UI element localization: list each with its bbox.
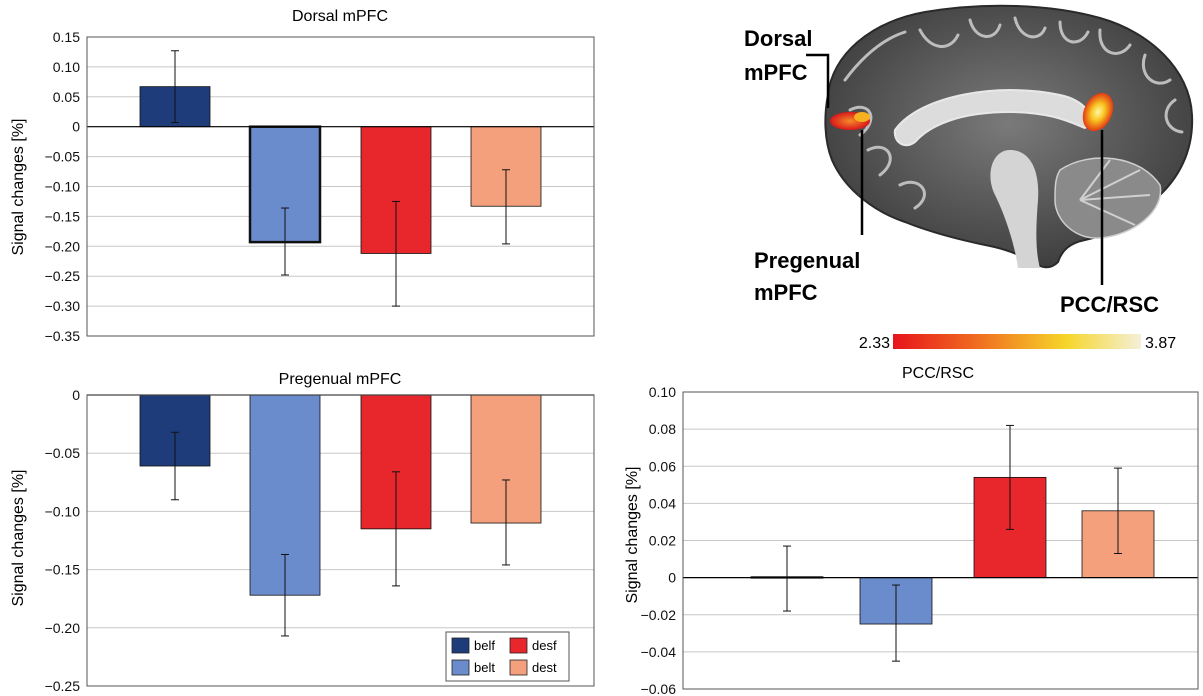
colorbar — [893, 334, 1141, 349]
y-axis-label: Signal changes [%] — [10, 470, 27, 607]
chart-dorsal-mpfc: Dorsal mPFC Signal changes [%] 0.15 0.10 0… — [10, 8, 595, 344]
error-bar-dest — [502, 479, 510, 566]
error-bar-dest — [1114, 467, 1122, 554]
plot-frame — [682, 391, 1199, 690]
y-axis-label: Signal changes [%] — [624, 467, 641, 604]
corpus-callosum — [893, 89, 1091, 147]
legend-label-belt: belt — [474, 660, 495, 675]
legend-label-desf: desf — [532, 638, 557, 653]
error-bar-belt — [281, 207, 289, 276]
error-bar-belf — [171, 50, 179, 124]
y-tick-label: 0.04 — [649, 495, 676, 511]
y-tick-label: 0 — [72, 119, 80, 135]
label-pregenual-line2: mPFC — [754, 280, 818, 305]
cerebellum-folia — [1079, 159, 1151, 226]
legend-label-belf: belf — [474, 638, 495, 653]
legend-swatch-belt — [451, 659, 470, 676]
plot-frame — [86, 36, 595, 337]
error-bar-belt — [892, 584, 900, 662]
y-tick-label: −0.04 — [641, 644, 677, 660]
label-dorsal-line2: mPFC — [744, 60, 808, 85]
y-tick-label: −0.15 — [45, 562, 81, 578]
legend-swatch-belf — [451, 637, 470, 654]
label-dorsal-line1: Dorsal — [744, 26, 812, 51]
y-tick-label: −0.15 — [45, 208, 81, 224]
chart-pregenual-mpfc: Pregenual mPFC Signal changes [%] 0 −0.05… — [10, 371, 595, 694]
error-bar-belf — [171, 431, 179, 501]
y-tick-label: 0.10 — [649, 384, 676, 400]
brain-gyri — [843, 16, 1184, 210]
y-tick-label: −0.10 — [45, 503, 81, 519]
brain-image: Dorsal mPFC Pregenual mPFC PCC/RSC 2.33 … — [744, 4, 1194, 352]
plot-frame — [86, 394, 595, 687]
error-bar-desf — [392, 200, 400, 307]
y-tick-label: 0 — [72, 387, 80, 403]
y-tick-label: −0.05 — [45, 445, 81, 461]
legend-label-dest: dest — [532, 660, 557, 675]
y-tick-label: −0.30 — [45, 298, 81, 314]
colorbar-min-label: 2.33 — [859, 335, 890, 352]
y-tick-label: −0.10 — [45, 179, 81, 195]
y-tick-label: −0.20 — [45, 620, 81, 636]
pointer-dorsal-mpfc — [806, 53, 830, 108]
label-pcc-rsc: PCC/RSC — [1060, 292, 1159, 317]
y-tick-label: −0.25 — [45, 678, 81, 694]
legend-swatch-dest — [509, 659, 528, 676]
activation-pregenual-mpfc — [854, 112, 870, 122]
chart-title: Dorsal mPFC — [292, 8, 388, 25]
error-bar-dest — [502, 169, 510, 245]
error-bar-desf — [392, 471, 400, 587]
error-bar-belt — [281, 553, 289, 637]
y-axis-label: Signal changes [%] — [10, 119, 27, 256]
legend-swatch-desf — [509, 637, 528, 654]
chart-pcc-rsc: PCC/RSC Signal changes [%] 0.10 0.08 0.06 0… — [624, 365, 1199, 696]
legend: belf desf belt dest — [445, 631, 570, 682]
y-tick-label: 0 — [668, 570, 676, 586]
activation-pcc-rsc — [1082, 92, 1114, 132]
y-tick-label: −0.05 — [45, 149, 81, 165]
y-tick-label: −0.02 — [641, 607, 677, 623]
y-tick-label: 0.15 — [53, 29, 80, 45]
brainstem — [990, 150, 1040, 268]
y-tick-label: −0.25 — [45, 268, 81, 284]
y-tick-label: 0.05 — [53, 89, 80, 105]
label-pregenual-line1: Pregenual — [754, 248, 860, 273]
chart-title: Pregenual mPFC — [279, 371, 402, 388]
y-tick-label: −0.20 — [45, 238, 81, 254]
error-bar-desf — [1006, 424, 1014, 530]
y-tick-label: 0.10 — [53, 59, 80, 75]
colorbar-max-label: 3.87 — [1145, 335, 1176, 352]
y-tick-label: −0.06 — [641, 681, 677, 696]
y-tick-label: 0.02 — [649, 533, 676, 549]
y-tick-label: 0.08 — [649, 421, 676, 437]
chart-title: PCC/RSC — [902, 365, 974, 382]
y-tick-label: −0.35 — [45, 328, 81, 344]
error-bar-belf — [783, 545, 791, 612]
y-tick-label: 0.06 — [649, 458, 676, 474]
